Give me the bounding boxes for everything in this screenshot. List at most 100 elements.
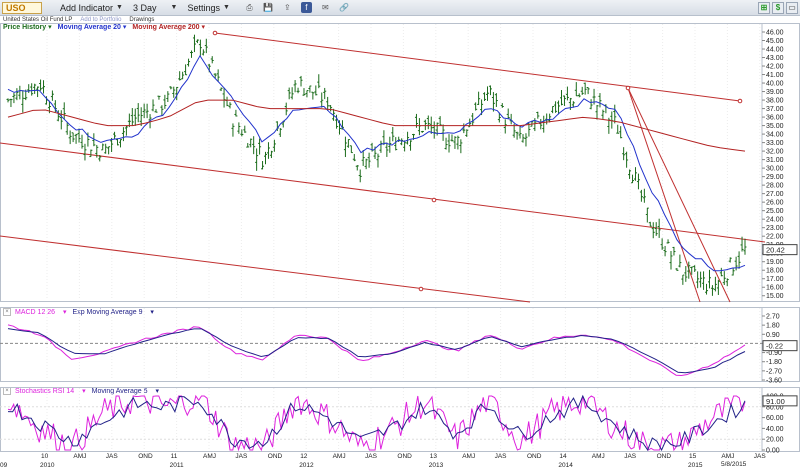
price-bar [743, 238, 747, 255]
legend-ma20-label: Moving Average 20 [57, 24, 121, 31]
price-bar [642, 188, 646, 203]
price-bar [18, 85, 22, 100]
price-tick-label: 18.00 [766, 268, 784, 275]
price-bar [264, 151, 268, 165]
x-tick-label: 15 [689, 453, 697, 460]
price-bar [705, 283, 709, 295]
price-bar [246, 143, 250, 148]
price-bar [166, 91, 170, 103]
price-bar [548, 113, 552, 123]
macd-panel [0, 307, 800, 382]
price-tick-label: 42.00 [766, 64, 784, 71]
price-bar [160, 105, 164, 116]
legend-ma5[interactable]: Moving Average 5 ▾ [91, 388, 159, 395]
stoch-tick-label: 40.00 [766, 426, 784, 433]
macd-tick-label: 0.00 [766, 341, 780, 348]
price-bar [352, 154, 356, 162]
price-tick-label: 35.00 [766, 123, 784, 130]
price-bar [281, 120, 285, 128]
add-indicator-menu[interactable]: Add Indicator ▼ [56, 1, 127, 15]
price-bar [27, 84, 31, 93]
symbol-input[interactable]: USO [2, 1, 42, 14]
price-bar [56, 110, 60, 122]
price-bar [107, 146, 111, 155]
price-bar [417, 118, 421, 136]
price-bar [59, 110, 63, 130]
price-bar [702, 271, 706, 290]
price-bar [21, 90, 25, 113]
print-icon[interactable]: ⎙ [246, 2, 253, 12]
price-bar [429, 116, 433, 134]
legend-ma20[interactable]: Moving Average 20 ▾ [57, 24, 127, 31]
add-to-portfolio-link[interactable]: Add to Portfolio [80, 17, 122, 23]
price-bar [142, 103, 146, 119]
price-bar [432, 121, 436, 139]
price-bar [565, 86, 569, 101]
price-bar [521, 134, 525, 143]
price-bar [367, 152, 371, 168]
price-bar [426, 115, 430, 130]
price-bar [400, 138, 404, 146]
window-icon-1[interactable]: ⊞ [758, 2, 770, 14]
price-bar [302, 88, 306, 96]
drawings-link[interactable]: Drawings [129, 17, 155, 23]
stoch-tick-label: 0.00 [766, 448, 780, 455]
x-year-label: 2012 [299, 462, 314, 469]
link-icon[interactable]: 🔗 [339, 3, 350, 12]
price-bar [687, 261, 691, 279]
price-bar [568, 97, 572, 111]
price-bar [447, 134, 451, 153]
price-bar [453, 136, 457, 149]
trend-line [214, 32, 741, 102]
legend-macd[interactable]: MACD 12 26 ▾ [15, 309, 67, 316]
window-icon-2[interactable]: $ [772, 2, 784, 14]
price-bar [355, 165, 359, 171]
price-tick-label: 24.00 [766, 217, 784, 224]
price-bar [24, 89, 28, 101]
x-year-label: 09 [0, 462, 8, 469]
email-icon[interactable]: ✉ [322, 3, 329, 12]
sub-toolbar: United States Oil Fund LP Add to Portfol… [0, 16, 800, 24]
price-bar [379, 140, 383, 153]
price-bar [518, 126, 522, 139]
price-bar [278, 128, 282, 137]
price-bar [669, 251, 673, 270]
window-icon-3[interactable]: ▭ [786, 2, 798, 14]
price-bar [175, 86, 179, 101]
save-icon[interactable]: 💾 [263, 3, 274, 12]
share-icon[interactable]: ⇪ [284, 3, 291, 12]
legend-stoch-rsi[interactable]: Stochastics RSI 14 ▾ [15, 388, 86, 395]
close-icon[interactable]: × [3, 308, 11, 316]
price-bar [47, 100, 51, 114]
stoch-panel [0, 387, 800, 452]
price-tick-label: 43.00 [766, 55, 784, 62]
price-bar [269, 150, 273, 159]
price-bar [311, 91, 315, 100]
price-bar [139, 107, 143, 127]
price-bar [737, 251, 741, 269]
price-bar [420, 130, 424, 133]
close-icon[interactable]: × [3, 387, 11, 395]
legend-price-history[interactable]: Price History ▾ [3, 24, 52, 31]
price-bar [536, 111, 540, 119]
facebook-icon[interactable]: f [300, 2, 312, 13]
price-bar [163, 94, 167, 109]
price-bar [308, 85, 312, 93]
price-tick-label: 45.00 [766, 38, 784, 45]
macd-tick-label: -0.90 [766, 350, 782, 357]
price-bar [234, 109, 238, 117]
x-year-label: 2013 [429, 462, 444, 469]
stoch-tick-label: 60.00 [766, 415, 784, 422]
price-bar [707, 269, 711, 289]
legend-ema9[interactable]: Exp Moving Average 9 ▾ [72, 309, 154, 316]
legend-ma200[interactable]: Moving Average 200 ▾ [132, 24, 206, 31]
stoch-tick-label: 80.00 [766, 404, 784, 411]
price-bar [675, 268, 679, 271]
period-select[interactable]: 3 Day ▼ [129, 1, 181, 15]
price-bar [672, 246, 676, 256]
price-bar [462, 123, 466, 134]
price-bar [595, 104, 599, 120]
settings-menu[interactable]: Settings ▼ [183, 1, 233, 15]
price-bar [441, 124, 445, 141]
price-tick-label: 40.00 [766, 81, 784, 88]
